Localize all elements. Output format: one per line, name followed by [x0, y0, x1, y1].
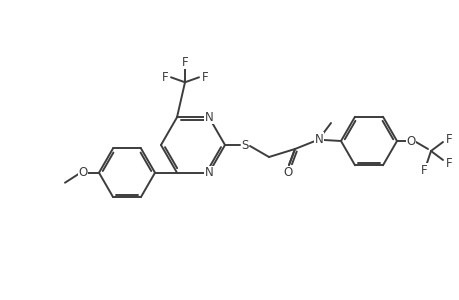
- Text: F: F: [161, 71, 168, 84]
- Text: F: F: [201, 71, 208, 84]
- Text: N: N: [204, 166, 213, 179]
- Text: S: S: [241, 139, 248, 152]
- Text: N: N: [314, 133, 323, 146]
- Text: F: F: [445, 157, 451, 169]
- Text: O: O: [78, 166, 87, 179]
- Text: F: F: [445, 133, 451, 146]
- Text: O: O: [283, 167, 292, 179]
- Text: O: O: [405, 134, 415, 148]
- Text: F: F: [181, 56, 188, 69]
- Text: N: N: [204, 111, 213, 124]
- Text: F: F: [420, 164, 426, 176]
